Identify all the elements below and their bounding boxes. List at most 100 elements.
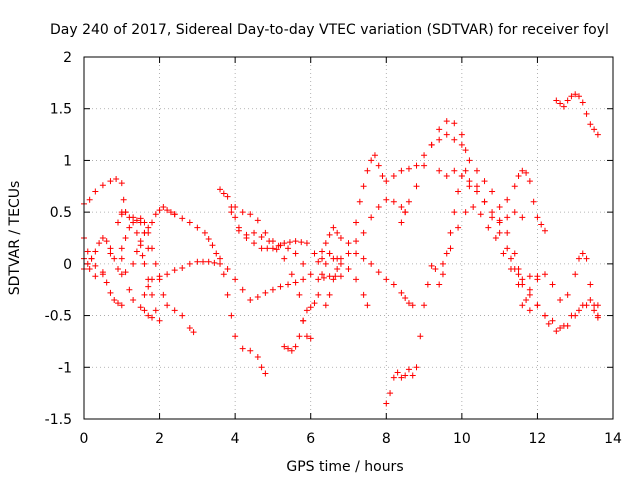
data-point-marker: [383, 276, 390, 283]
data-point-marker: [224, 193, 231, 200]
data-point-marker: [171, 307, 178, 314]
x-tick-label: 2: [155, 431, 164, 447]
data-point-marker: [326, 291, 333, 298]
x-tick-label: 4: [231, 431, 240, 447]
data-point-marker: [405, 366, 412, 373]
data-point-marker: [251, 229, 258, 236]
data-point-marker: [311, 250, 318, 257]
data-point-marker: [534, 276, 541, 283]
data-point-marker: [258, 233, 265, 240]
data-point-marker: [451, 136, 458, 143]
data-point-marker: [519, 214, 526, 221]
data-point-marker: [504, 245, 511, 252]
data-point-marker: [541, 312, 548, 319]
x-tick-label: 8: [382, 431, 391, 447]
data-point-marker: [118, 255, 125, 262]
data-point-marker: [113, 176, 120, 183]
data-point-marker: [443, 172, 450, 179]
data-point-marker: [133, 229, 140, 236]
data-point-marker: [587, 281, 594, 288]
data-point-marker: [126, 224, 133, 231]
data-point-marker: [458, 141, 465, 148]
data-point-marker: [402, 209, 409, 216]
chart-title: Day 240 of 2017, Sidereal Day-to-day VTE…: [50, 22, 609, 38]
data-point-marker: [368, 214, 375, 221]
data-point-marker: [447, 229, 454, 236]
data-point-marker: [455, 224, 462, 231]
data-point-marker: [228, 209, 235, 216]
data-point-marker: [489, 188, 496, 195]
data-point-marker: [439, 260, 446, 267]
data-point-marker: [322, 302, 329, 309]
data-point-marker: [152, 211, 159, 218]
data-point-marker: [145, 229, 152, 236]
data-point-marker: [421, 302, 428, 309]
data-point-marker: [428, 141, 435, 148]
data-point-marker: [383, 400, 390, 407]
grid-lines: [84, 57, 613, 419]
data-point-marker: [319, 271, 326, 278]
data-point-marker: [526, 307, 533, 314]
data-point-marker: [190, 329, 197, 336]
data-point-marker: [413, 364, 420, 371]
y-tick-label: 0: [63, 257, 72, 273]
data-point-marker: [564, 97, 571, 104]
data-point-marker: [269, 245, 276, 252]
data-point-marker: [232, 276, 239, 283]
data-point-marker: [379, 172, 386, 179]
data-point-marker: [281, 240, 288, 247]
data-point-marker: [519, 167, 526, 174]
data-point-marker: [538, 221, 545, 228]
data-point-marker: [390, 281, 397, 288]
data-point-marker: [345, 266, 352, 273]
data-point-marker: [319, 248, 326, 255]
data-point-marker: [572, 91, 579, 98]
data-point-marker: [583, 255, 590, 262]
data-point-marker: [443, 131, 450, 138]
data-point-marker: [179, 264, 186, 271]
data-point-marker: [205, 258, 212, 265]
data-point-marker: [447, 245, 454, 252]
data-point-marker: [111, 255, 118, 262]
series-track-h: [118, 209, 197, 336]
data-point-marker: [432, 266, 439, 273]
series-track-x: [496, 167, 548, 234]
x-tick-label: 12: [529, 431, 547, 447]
data-point-marker: [254, 217, 261, 224]
data-point-marker: [164, 271, 171, 278]
data-point-marker: [186, 219, 193, 226]
data-point-marker: [398, 167, 405, 174]
y-tick-label: -0.5: [45, 309, 72, 325]
data-point-marker: [122, 235, 129, 241]
y-tick-label: 1.5: [50, 102, 72, 118]
data-point-marker: [360, 229, 367, 236]
data-point-marker: [292, 343, 299, 350]
data-point-marker: [217, 255, 224, 262]
data-point-marker: [466, 183, 473, 190]
y-tick-label: 0.5: [50, 205, 72, 221]
data-point-marker: [292, 279, 299, 286]
data-point-marker: [235, 227, 242, 234]
data-point-marker: [220, 190, 227, 197]
data-point-marker: [92, 188, 99, 195]
data-point-marker: [353, 250, 360, 257]
data-point-marker: [171, 211, 178, 218]
data-point-marker: [326, 231, 333, 238]
data-point-marker: [390, 172, 397, 179]
series-track-e: [118, 219, 163, 324]
data-point-marker: [436, 136, 443, 143]
data-point-marker: [436, 126, 443, 133]
data-point-marker: [145, 312, 152, 319]
data-point-marker: [594, 131, 601, 138]
y-tick-label: 2: [63, 50, 72, 66]
data-point-marker: [99, 182, 106, 189]
data-point-marker: [115, 219, 122, 226]
data-point-marker: [145, 283, 152, 290]
data-point-marker: [247, 297, 254, 304]
data-point-marker: [217, 260, 224, 267]
data-point-marker: [92, 248, 99, 255]
data-point-marker: [126, 286, 133, 293]
data-point-marker: [458, 131, 465, 138]
data-point-marker: [277, 283, 284, 290]
